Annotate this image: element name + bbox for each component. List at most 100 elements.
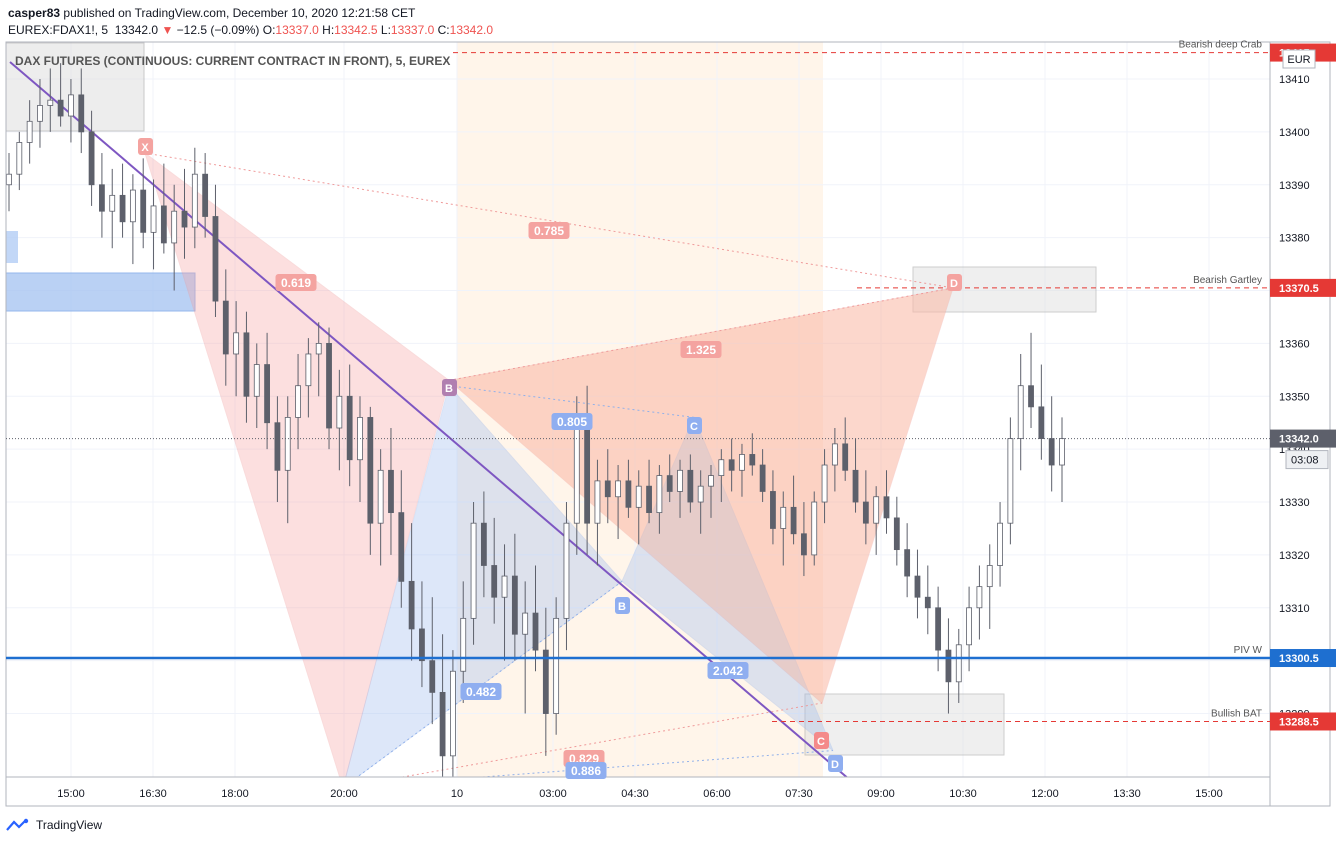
candle [212,184,219,317]
candle [253,343,260,429]
candle [677,459,683,518]
red-ratio-label: 1.325 [686,343,716,357]
candle-body [955,644,962,683]
candle-body [604,480,611,498]
blue-point-label-box [828,755,843,772]
candle [594,459,601,566]
close-label: C: [437,23,450,37]
candle [429,597,436,725]
candle [893,496,900,566]
time-tick-label: 13:30 [1113,788,1141,800]
candle-body [842,443,849,471]
price-tick-label: 13310 [1279,603,1310,615]
candle [16,131,23,191]
candle [728,438,735,492]
candle [997,502,1003,587]
candle-body [728,459,735,471]
candle [914,549,921,619]
candle [88,110,95,206]
candle [646,459,652,524]
price-level-value: 13300.5 [1279,653,1319,665]
time-tick-label: 15:00 [1195,788,1223,800]
candle-body [253,364,260,397]
countdown-badge [1285,450,1329,470]
candle [37,79,43,148]
gray-zone-gartley [912,266,1097,313]
time-tick-label: 16:30 [139,788,167,800]
currency-box [1282,49,1316,69]
time-tick-label: 12:00 [1031,788,1059,800]
candle-body [140,189,147,233]
candle [501,544,508,661]
candle-body [666,475,673,492]
candle [924,565,931,635]
candle-body [945,649,952,683]
candle-body [326,343,332,429]
candle [821,449,828,524]
candle [532,565,539,672]
candle-body [563,522,570,619]
candle-body [573,427,580,524]
candle [305,338,312,418]
candle [264,332,270,450]
candle [377,449,384,566]
candle-body [243,332,250,397]
tradingview-footer[interactable]: TradingView [6,815,102,835]
blue-ratio-label-box [707,662,749,679]
time-tick-label: 10:30 [949,788,977,800]
blue-point-label-box [687,417,702,434]
candle [687,454,694,513]
candle [243,311,250,423]
time-tick-label: 03:00 [539,788,567,800]
time-tick-label: 15:00 [57,788,85,800]
low-label: L: [380,23,391,37]
candle [140,158,147,249]
candle-body [687,469,694,503]
candle [336,369,343,471]
symbol-quote-bar: EUREX:FDAX1!, 5 13342.0 ▼ −12.5 (−0.09%)… [8,22,493,38]
tradingview-logo-icon [6,818,29,831]
candle [398,470,405,608]
candle [945,618,952,714]
blue-ratio-line [448,385,695,418]
candle [1017,353,1024,471]
candle-body [677,469,683,492]
candle [346,364,353,487]
candle-body [790,506,797,535]
candle [326,327,332,450]
red-point-label: X [141,142,149,154]
candle-body [68,94,74,117]
candle [78,68,85,154]
tradingview-brand: TradingView [36,818,103,832]
candle [491,517,498,624]
candle-body [511,575,518,635]
red-point-label: D [950,278,958,290]
candle [129,174,136,265]
candle [191,147,198,249]
candle [284,396,291,524]
price-level-name: Bullish BAT [1211,708,1262,719]
candle-body [594,480,601,524]
candle-body [584,427,591,524]
candle-body [336,395,343,429]
candle [790,475,797,545]
author-name[interactable]: casper83 [8,6,61,20]
price-level-name: PIV W [1234,645,1263,656]
red-ratio-line [144,152,954,289]
candle-body [346,395,353,461]
candle-body [997,522,1003,566]
candle-body [160,205,167,244]
candle [511,533,518,661]
candle-body [491,565,498,598]
candle-body [6,173,12,186]
candle-body [16,142,23,175]
candle-body [305,353,312,387]
candle [656,465,663,534]
red-point-label-box [814,732,829,749]
candle [718,449,725,503]
candle-body [1007,438,1014,524]
time-tick-label: 06:00 [703,788,731,800]
candle-body [274,422,281,471]
open-label: O: [262,23,276,37]
